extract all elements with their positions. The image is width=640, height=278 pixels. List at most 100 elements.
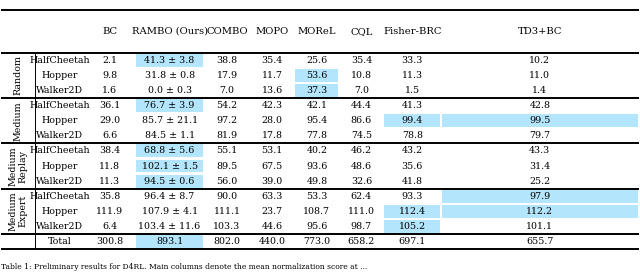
Text: 48.6: 48.6 bbox=[351, 162, 372, 170]
Text: 11.8: 11.8 bbox=[99, 162, 120, 170]
Text: 62.4: 62.4 bbox=[351, 192, 372, 201]
Text: Walker2D: Walker2D bbox=[36, 222, 83, 231]
Text: 40.2: 40.2 bbox=[307, 147, 327, 155]
Text: 46.2: 46.2 bbox=[351, 147, 372, 155]
Text: 53.6: 53.6 bbox=[306, 71, 328, 80]
Text: 43.3: 43.3 bbox=[529, 147, 550, 155]
Text: 39.0: 39.0 bbox=[262, 177, 283, 186]
Text: 44.6: 44.6 bbox=[262, 222, 283, 231]
Text: 53.1: 53.1 bbox=[262, 147, 283, 155]
Text: 101.1: 101.1 bbox=[526, 222, 554, 231]
Bar bbox=[385, 205, 440, 218]
Text: 0.0 ± 0.3: 0.0 ± 0.3 bbox=[148, 86, 191, 95]
Text: 25.6: 25.6 bbox=[306, 56, 328, 65]
Text: 41.3 ± 3.8: 41.3 ± 3.8 bbox=[145, 56, 195, 65]
Text: 44.4: 44.4 bbox=[351, 101, 372, 110]
Text: 112.2: 112.2 bbox=[526, 207, 554, 216]
Text: 773.0: 773.0 bbox=[303, 237, 330, 246]
Text: 42.1: 42.1 bbox=[307, 101, 327, 110]
Text: Fisher-BRC: Fisher-BRC bbox=[383, 27, 442, 36]
Text: HalfCheetah: HalfCheetah bbox=[29, 56, 90, 65]
Text: 35.4: 35.4 bbox=[262, 56, 283, 65]
Text: 68.8 ± 5.6: 68.8 ± 5.6 bbox=[145, 147, 195, 155]
Text: 84.5 ± 1.1: 84.5 ± 1.1 bbox=[145, 131, 195, 140]
Text: 38.8: 38.8 bbox=[216, 56, 237, 65]
Text: 76.7 ± 3.9: 76.7 ± 3.9 bbox=[145, 101, 195, 110]
Text: Hopper: Hopper bbox=[42, 207, 78, 216]
Text: 95.4: 95.4 bbox=[306, 116, 328, 125]
Bar bbox=[136, 160, 204, 172]
Text: 42.8: 42.8 bbox=[529, 101, 550, 110]
Text: 102.1 ± 1.5: 102.1 ± 1.5 bbox=[141, 162, 198, 170]
Bar bbox=[385, 114, 440, 127]
Text: 74.5: 74.5 bbox=[351, 131, 372, 140]
Text: 99.5: 99.5 bbox=[529, 116, 550, 125]
Text: TD3+BC: TD3+BC bbox=[518, 27, 562, 36]
Text: 111.9: 111.9 bbox=[96, 207, 124, 216]
Text: 56.0: 56.0 bbox=[216, 177, 237, 186]
Text: 11.3: 11.3 bbox=[402, 71, 423, 80]
Text: 112.4: 112.4 bbox=[399, 207, 426, 216]
Text: 37.3: 37.3 bbox=[306, 86, 328, 95]
Bar bbox=[442, 190, 638, 203]
Text: 111.1: 111.1 bbox=[214, 207, 241, 216]
Text: 79.7: 79.7 bbox=[529, 131, 550, 140]
Bar bbox=[136, 145, 204, 157]
Text: 658.2: 658.2 bbox=[348, 237, 375, 246]
Text: 81.9: 81.9 bbox=[216, 131, 237, 140]
Text: 7.0: 7.0 bbox=[354, 86, 369, 95]
Text: 54.2: 54.2 bbox=[216, 101, 237, 110]
Text: Walker2D: Walker2D bbox=[36, 177, 83, 186]
Bar bbox=[295, 69, 339, 82]
Text: 103.4 ± 11.6: 103.4 ± 11.6 bbox=[138, 222, 201, 231]
Text: Walker2D: Walker2D bbox=[36, 86, 83, 95]
Text: 95.6: 95.6 bbox=[306, 222, 328, 231]
Text: 63.3: 63.3 bbox=[262, 192, 283, 201]
Text: 90.0: 90.0 bbox=[216, 192, 237, 201]
Text: 89.5: 89.5 bbox=[216, 162, 237, 170]
Text: 78.8: 78.8 bbox=[402, 131, 423, 140]
Text: 31.4: 31.4 bbox=[529, 162, 550, 170]
Text: 440.0: 440.0 bbox=[259, 237, 285, 246]
Text: COMBO: COMBO bbox=[206, 27, 248, 36]
Text: HalfCheetah: HalfCheetah bbox=[29, 101, 90, 110]
Text: 103.3: 103.3 bbox=[213, 222, 241, 231]
Text: Table 1: Preliminary results for D4RL. Main columns denote the mean normalizatio: Table 1: Preliminary results for D4RL. M… bbox=[1, 263, 367, 271]
Bar bbox=[136, 54, 204, 67]
Text: 1.5: 1.5 bbox=[405, 86, 420, 95]
Text: 1.6: 1.6 bbox=[102, 86, 117, 95]
Text: 31.8 ± 0.8: 31.8 ± 0.8 bbox=[145, 71, 195, 80]
Text: Random: Random bbox=[14, 55, 23, 95]
Text: 85.7 ± 21.1: 85.7 ± 21.1 bbox=[141, 116, 198, 125]
Text: 43.2: 43.2 bbox=[402, 147, 423, 155]
Bar bbox=[442, 114, 638, 127]
Text: 33.3: 33.3 bbox=[402, 56, 423, 65]
Text: 9.8: 9.8 bbox=[102, 71, 117, 80]
Text: 13.6: 13.6 bbox=[262, 86, 283, 95]
Text: Medium
Expert: Medium Expert bbox=[8, 192, 28, 231]
Text: 55.1: 55.1 bbox=[216, 147, 237, 155]
Text: 300.8: 300.8 bbox=[96, 237, 124, 246]
Text: 2.1: 2.1 bbox=[102, 56, 117, 65]
Bar bbox=[136, 99, 204, 112]
Bar bbox=[295, 84, 339, 97]
Text: 28.0: 28.0 bbox=[262, 116, 283, 125]
Text: 32.6: 32.6 bbox=[351, 177, 372, 186]
Text: 98.7: 98.7 bbox=[351, 222, 372, 231]
Text: Walker2D: Walker2D bbox=[36, 131, 83, 140]
Text: 93.3: 93.3 bbox=[402, 192, 423, 201]
Bar bbox=[442, 205, 638, 218]
Text: CQL: CQL bbox=[350, 27, 372, 36]
Text: 25.2: 25.2 bbox=[529, 177, 550, 186]
Text: 36.1: 36.1 bbox=[99, 101, 120, 110]
Text: 93.6: 93.6 bbox=[306, 162, 328, 170]
Text: Hopper: Hopper bbox=[42, 116, 78, 125]
Text: Medium
Replay: Medium Replay bbox=[8, 146, 28, 186]
Text: 111.0: 111.0 bbox=[348, 207, 375, 216]
Text: MOReL: MOReL bbox=[298, 27, 336, 36]
Text: 11.7: 11.7 bbox=[262, 71, 283, 80]
Text: 41.3: 41.3 bbox=[402, 101, 423, 110]
Text: 67.5: 67.5 bbox=[262, 162, 283, 170]
Text: 17.8: 17.8 bbox=[262, 131, 283, 140]
Text: 10.2: 10.2 bbox=[529, 56, 550, 65]
